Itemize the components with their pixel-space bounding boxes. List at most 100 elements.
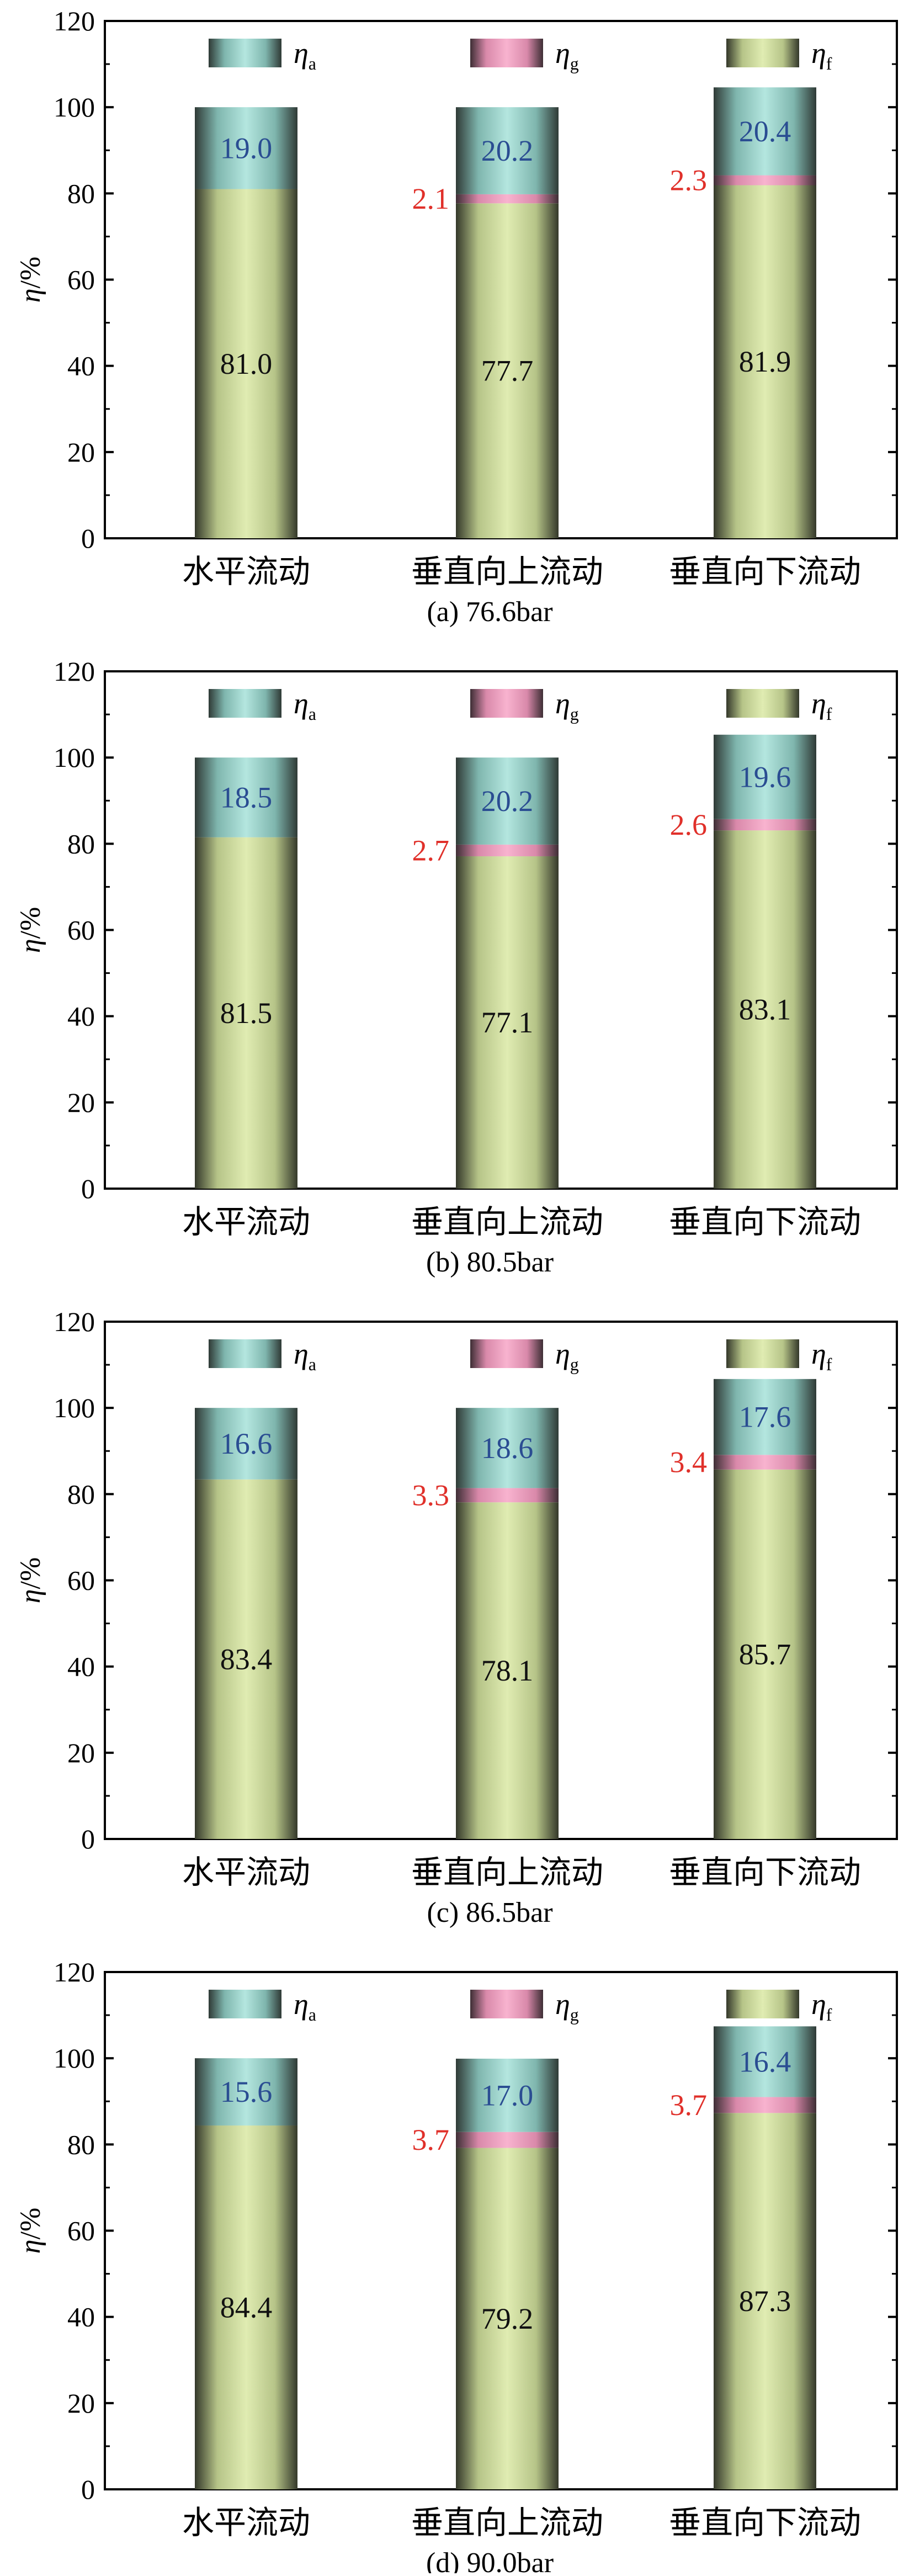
data-label-eta-a: 20.2 [481,134,534,167]
bar-segment-eta-a [714,1379,816,1455]
x-tick-label: 垂直向下流动 [669,554,861,590]
data-label-eta-a: 17.6 [739,1401,791,1434]
chart-title: (a) 76.6bar [427,596,552,628]
chart-title: (d) 90.0bar [426,2547,554,2573]
bar-segment-eta-a [456,2058,559,2132]
y-axis-label: η/% [15,2208,46,2254]
data-label-eta-g: 2.3 [670,164,708,197]
legend-swatch [209,39,281,67]
y-tick-label: 120 [54,6,95,36]
legend-swatch [470,39,543,67]
y-axis-label: η/% [15,907,46,953]
y-axis-label: η/% [15,1557,46,1604]
bar-segment-eta-f [195,837,297,1189]
y-tick-label: 0 [81,1173,95,1204]
legend-label: ηa [294,1987,316,2024]
x-tick-label: 垂直向下流动 [669,1854,861,1890]
legend-swatch [726,39,799,67]
x-tick-label: 垂直向上流动 [411,554,603,590]
legend-label: ηa [294,687,316,724]
bar-segment-eta-a [456,757,559,845]
y-tick-label: 60 [67,915,95,946]
y-tick-label: 80 [67,178,95,209]
bar-segment-eta-g [714,175,816,185]
bar-segment-eta-f [456,203,559,539]
bar-segment-eta-a [195,2058,297,2126]
data-label-eta-f: 84.4 [220,2291,273,2324]
data-label-eta-f: 83.1 [739,993,791,1026]
data-label-eta-a: 17.0 [481,2079,534,2112]
bar-segment-eta-f [195,2125,297,2489]
bar-segment-eta-a [195,107,297,189]
y-tick-label: 120 [54,1306,95,1337]
legend-swatch [470,689,543,718]
y-tick-label: 80 [67,1478,95,1509]
bar-segment-eta-g [456,844,559,856]
y-tick-label: 60 [67,2215,95,2246]
data-label-eta-f: 81.0 [220,347,273,380]
x-tick-label: 垂直向上流动 [411,1854,603,1890]
bar-segment-eta-g [456,1488,559,1503]
bar-segment-eta-f [456,856,559,1189]
data-label-eta-g: 3.7 [670,2089,708,2122]
data-label-eta-a: 20.2 [481,785,534,818]
y-tick-label: 40 [67,2302,95,2333]
data-label-eta-f: 81.9 [739,345,791,378]
legend-swatch [470,1990,543,2018]
bar-segment-eta-g [714,1455,816,1470]
bar-segment-eta-a [714,2026,816,2097]
bar-segment-eta-a [195,757,297,838]
bar-segment-eta-g [714,819,816,831]
legend-label: ηg [555,1337,579,1374]
legend-swatch [209,1990,281,2018]
data-label-eta-f: 79.2 [481,2302,534,2335]
y-tick-label: 20 [67,437,95,468]
y-tick-label: 100 [54,2043,95,2074]
data-label-eta-a: 19.6 [739,760,791,793]
data-label-eta-f: 78.1 [481,1654,534,1687]
legend-swatch [726,1990,799,2018]
legend-label: ηa [294,36,316,73]
y-tick-label: 40 [67,1001,95,1032]
chart-panel-1: 0 20 40 60 80 100 120 η/% 水平流动 垂直向上流动 垂直向下流动 (a) 76… [15,6,898,628]
x-tick-label: 水平流动 [182,554,310,590]
y-tick-label: 0 [81,2474,95,2505]
data-label-eta-a: 20.4 [739,115,791,148]
legend-label: ηf [811,1337,832,1374]
bar-segment-eta-g [714,2097,816,2113]
legend-label: ηa [294,1337,316,1374]
bar-segment-eta-a [456,1408,559,1488]
legend-label: ηf [811,1987,832,2024]
legend-swatch [470,1339,543,1368]
legend-label: ηg [555,36,579,73]
y-tick-label: 20 [67,1737,95,1768]
legend-swatch [726,689,799,718]
bar-segment-eta-a [714,87,816,176]
data-label-eta-g: 3.7 [412,2123,450,2156]
x-tick-label: 垂直向下流动 [669,2505,861,2541]
data-label-eta-f: 83.4 [220,1642,273,1676]
y-tick-label: 20 [67,1087,95,1118]
bar-segment-eta-g [456,2132,559,2148]
bar-segment-eta-f [195,1479,297,1839]
y-axis-label: η/% [15,257,46,303]
y-tick-label: 100 [54,742,95,773]
bar-segment-eta-a [195,1408,297,1480]
data-label-eta-g: 3.3 [412,1478,450,1512]
data-label-eta-a: 16.6 [220,1427,273,1460]
x-tick-label: 垂直向上流动 [411,1204,603,1240]
data-label-eta-f: 81.5 [220,997,273,1030]
data-label-eta-g: 2.6 [670,808,708,841]
x-tick-label: 水平流动 [182,1854,310,1890]
x-tick-label: 垂直向上流动 [411,2505,603,2541]
legend-label: ηg [555,1987,579,2024]
y-tick-label: 40 [67,351,95,381]
y-tick-label: 120 [54,1957,95,1987]
y-tick-label: 20 [67,2388,95,2419]
bar-segment-eta-f [195,189,297,538]
y-tick-label: 40 [67,1651,95,1682]
legend-label: ηf [811,36,832,73]
bar-segment-eta-a [714,734,816,819]
chart-panel-4: 0 20 40 60 80 100 120 η/% 水平流动 垂直向上流动 垂直向下流动 (d) 90… [15,1957,898,2576]
